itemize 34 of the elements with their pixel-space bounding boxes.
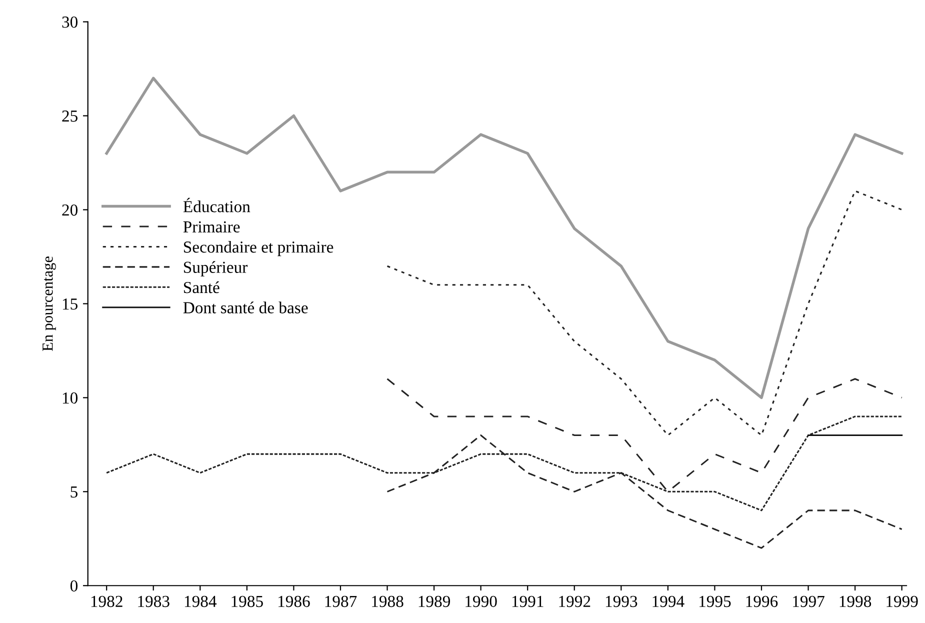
legend-label: Primaire <box>183 221 240 233</box>
y-tick-label: 20 <box>62 204 78 216</box>
y-tick-label: 30 <box>62 16 78 28</box>
x-tick-label: 1989 <box>418 596 450 608</box>
legend-label: Supérieur <box>184 261 248 276</box>
x-tick-label: 1987 <box>325 596 357 608</box>
legend-label: Santé <box>184 281 220 294</box>
y-tick-label: 10 <box>62 392 78 404</box>
x-tick-label: 1991 <box>512 596 544 608</box>
x-tick-label: 1983 <box>138 596 170 608</box>
x-tick-label: 1993 <box>606 596 638 608</box>
x-tick-label: 1997 <box>793 596 824 608</box>
y-axis-title: En pourcentage <box>42 256 56 351</box>
legend-label: Éducation <box>183 198 250 212</box>
x-tick-label: 1986 <box>278 596 310 608</box>
x-tick-label: 1988 <box>372 596 404 608</box>
x-tick-label: 1995 <box>700 596 731 608</box>
x-tick-label: 1984 <box>184 596 217 608</box>
line-series <box>386 190 903 436</box>
y-tick-label: 0 <box>70 580 78 592</box>
y-tick-label: 15 <box>62 298 78 310</box>
x-tick-label: 1996 <box>746 596 778 608</box>
x-tick-label: 1990 <box>466 596 497 608</box>
y-tick-label: 5 <box>70 486 78 498</box>
x-tick-label: 1994 <box>652 596 684 608</box>
x-tick-label: 1982 <box>91 596 122 608</box>
x-tick-label: 1992 <box>559 596 590 608</box>
x-tick-label: 1985 <box>232 596 263 608</box>
line-series <box>105 76 904 400</box>
x-tick-label: 1999 <box>886 596 918 608</box>
legend-label: Secondaire et primaire <box>184 240 334 256</box>
legend-label: Dont santé de base <box>183 302 308 314</box>
x-tick-label: 1998 <box>840 596 872 608</box>
y-tick-label: 25 <box>62 110 78 122</box>
